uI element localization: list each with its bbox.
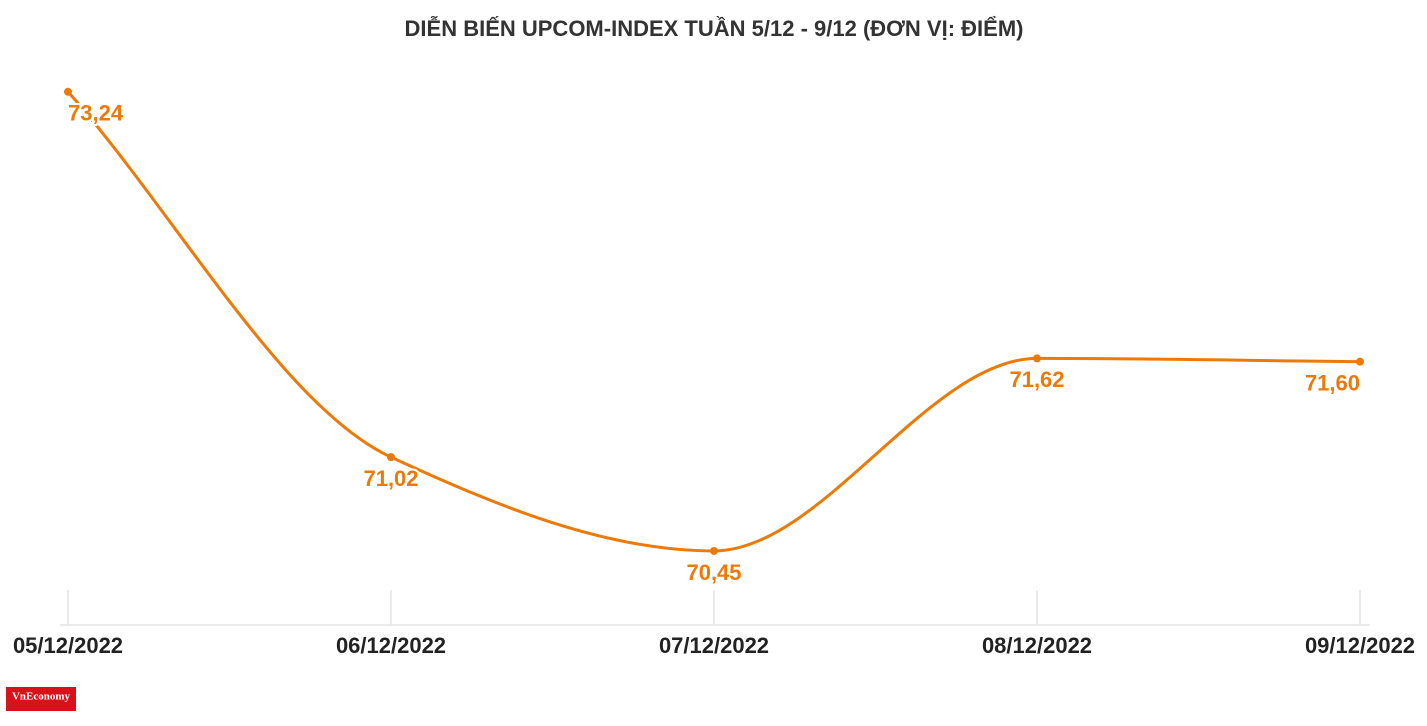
x-tick-label: 05/12/2022 — [13, 633, 123, 658]
data-label: 71,60 — [1305, 370, 1360, 395]
line — [66, 90, 1361, 553]
point — [64, 87, 72, 96]
point — [387, 453, 395, 462]
data-label: 71,02 — [363, 466, 418, 491]
data-label: 73,24 — [68, 101, 124, 126]
x-tick-label: 09/12/2022 — [1305, 633, 1415, 658]
x-tick-label: 06/12/2022 — [336, 633, 446, 658]
point — [1033, 354, 1041, 363]
data-label: 71,62 — [1009, 367, 1064, 392]
x-tick-label: 08/12/2022 — [982, 633, 1092, 658]
logo-box — [6, 687, 76, 711]
x-tick-label: 07/12/2022 — [659, 633, 769, 658]
data-label: 70,45 — [686, 560, 741, 585]
point — [710, 546, 718, 555]
point — [1356, 357, 1364, 366]
chart-title: DIỄN BIẾN UPCOM-INDEX TUẦN 5/12 - 9/12 (… — [405, 15, 1024, 41]
logo: VnEconomy — [12, 691, 71, 703]
